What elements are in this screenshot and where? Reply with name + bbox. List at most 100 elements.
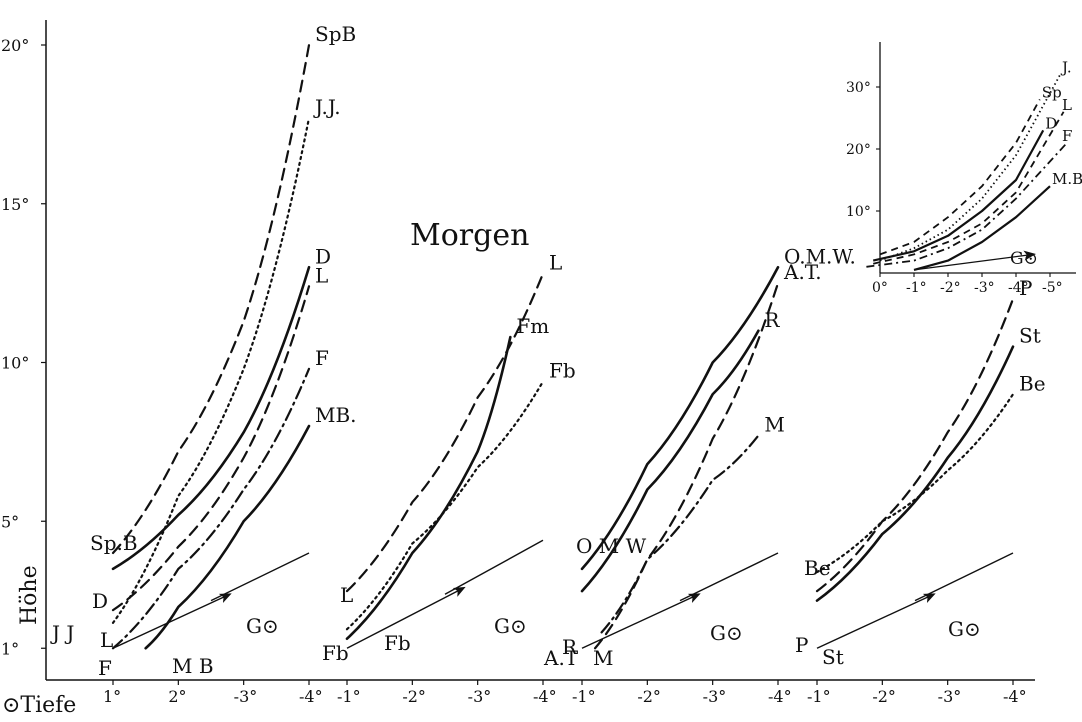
y-tick-label: 5° (1, 512, 19, 531)
sun-line (679, 552, 779, 602)
start-label-jj: J J (50, 621, 74, 645)
start-label-l: L (100, 628, 113, 652)
y-tick-label: 10° (1, 354, 29, 373)
start-label-m-3: M (593, 646, 613, 670)
series-j-j-label: J.J. (313, 95, 341, 119)
series-p-label: P (1019, 276, 1032, 300)
series-r-line (580, 329, 760, 593)
main-series-labels: Sp.B D J J L F M B G⊙ L Fb Fb G⊙ O M W R… (50, 531, 981, 680)
inset-x-tick-label: -3° (974, 280, 995, 296)
x-tick-label: -4° (299, 687, 323, 706)
series-be-line (815, 393, 1015, 574)
inset-x-tick-label: -1° (906, 280, 927, 296)
series-d-line (111, 265, 311, 571)
inset-y-tick-label: 30° (846, 80, 871, 96)
y-tick-label: 1° (1, 639, 19, 658)
sun-line (444, 539, 544, 595)
inset-series-sp-line (879, 98, 1041, 256)
sun-label-2: G⊙ (494, 614, 527, 638)
inset-sun-arrow (913, 250, 1036, 271)
inset-sun-label: G⊙ (1010, 249, 1038, 269)
y-tick-label: 20° (1, 36, 29, 55)
main-x-ticks: 1° 2° -3° -4° -1° -2° -3° -4° -1° -2° -3° -4° -1° -2°… (103, 680, 1027, 706)
inset-y-tick-label: 10° (846, 204, 871, 220)
sun-line (210, 552, 310, 602)
start-label-omw-3: O M W (576, 534, 647, 558)
series-st-line (815, 345, 1015, 602)
series-st-label: St (1019, 324, 1041, 348)
inset-x-tick-label: 0° (872, 280, 888, 296)
inset-y-ticks: 30° 20° 10° (846, 80, 880, 220)
chart-title: Morgen (410, 218, 529, 253)
inset-series-l-label: L (1062, 96, 1072, 114)
x-tick-label: -3° (938, 687, 962, 706)
sun-arrow (816, 593, 936, 649)
start-label-r-3: R (562, 635, 578, 659)
series-fb-line (345, 380, 545, 631)
sun-label-3: G⊙ (710, 621, 743, 645)
series-fm-line (345, 335, 512, 641)
inset-series-sp-label: Sp (1042, 83, 1062, 101)
series-l-label: L (549, 251, 562, 275)
start-label-mb: M B (172, 654, 214, 678)
start-label-f: F (98, 656, 112, 680)
series-r-label: R (764, 308, 780, 332)
start-label-d: D (92, 589, 108, 613)
x-tick-label: -2° (872, 687, 896, 706)
x-tick-label: -3° (703, 687, 727, 706)
inset-series-d-line (872, 129, 1045, 262)
y-axis-label: Höhe (17, 565, 42, 625)
series-d-label: D (315, 244, 331, 268)
start-label-spb: Sp.B (90, 531, 138, 555)
series-a-t-label: A.T. (783, 260, 822, 284)
sun-label-4: G⊙ (948, 617, 981, 641)
x-tick-label: -4° (533, 687, 557, 706)
series-m-line (600, 434, 760, 634)
sun-line (914, 552, 1014, 602)
series-sp-b-line (111, 43, 311, 555)
series-a-t-line (593, 282, 780, 650)
series-fb-label: Fb (549, 359, 576, 383)
series-l-label: L (315, 263, 328, 287)
series-f-line (111, 367, 311, 650)
series-o-m-w-label: O.M.W. (784, 244, 856, 268)
inset-series-j-line (879, 74, 1061, 262)
start-label-l-2: L (340, 583, 353, 607)
series-l-line (111, 285, 311, 612)
series-be-label: Be (1019, 371, 1046, 395)
x-tick-label: -3° (234, 687, 258, 706)
series-m-label: M (764, 413, 784, 437)
sun-arrow (581, 593, 701, 649)
x-tick-label: -3° (468, 687, 492, 706)
series-fm-label: Fm (516, 314, 549, 338)
x-tick-label: -1° (572, 687, 596, 706)
series-m-b-line (144, 424, 311, 650)
series-m-b-label: MB. (315, 403, 357, 427)
x-tick-label: -2° (402, 687, 426, 706)
start-label-at-3: A.T (543, 646, 579, 670)
inset-x-tick-label: -4° (1008, 280, 1029, 296)
inset-x-ticks: 0° -1° -2° -3° -4° -5° (872, 273, 1063, 296)
x-axis-label: ⊙Tiefe (2, 693, 76, 718)
x-tick-label: -4° (768, 687, 792, 706)
y-tick-label: 15° (1, 195, 29, 214)
x-tick-label: 1° (103, 687, 121, 706)
series-o-m-w-line (580, 265, 780, 571)
series-l-line (345, 272, 545, 593)
series-j-j-line (111, 116, 311, 624)
x-tick-label: -1° (807, 687, 831, 706)
series-sp-b-label: SpB (315, 22, 356, 46)
inset-series-m-b-label: M.B (1052, 170, 1082, 188)
inset-series-j-label: J. (1060, 59, 1072, 77)
series-f-label: F (315, 346, 329, 370)
inset-series-f-line (866, 142, 1068, 268)
inset-series: Sp J. DLF M.B (866, 59, 1082, 271)
start-label-st-4: St (822, 645, 844, 669)
main-y-ticks: 20° 15° 10° 5° 1° (1, 36, 46, 658)
sun-arrow (346, 586, 466, 649)
inset-y-tick-label: 20° (846, 142, 871, 158)
inset-x-tick-label: -2° (940, 280, 961, 296)
start-label-p-4: P (795, 633, 808, 657)
start-label-be-4: Be (804, 556, 831, 580)
